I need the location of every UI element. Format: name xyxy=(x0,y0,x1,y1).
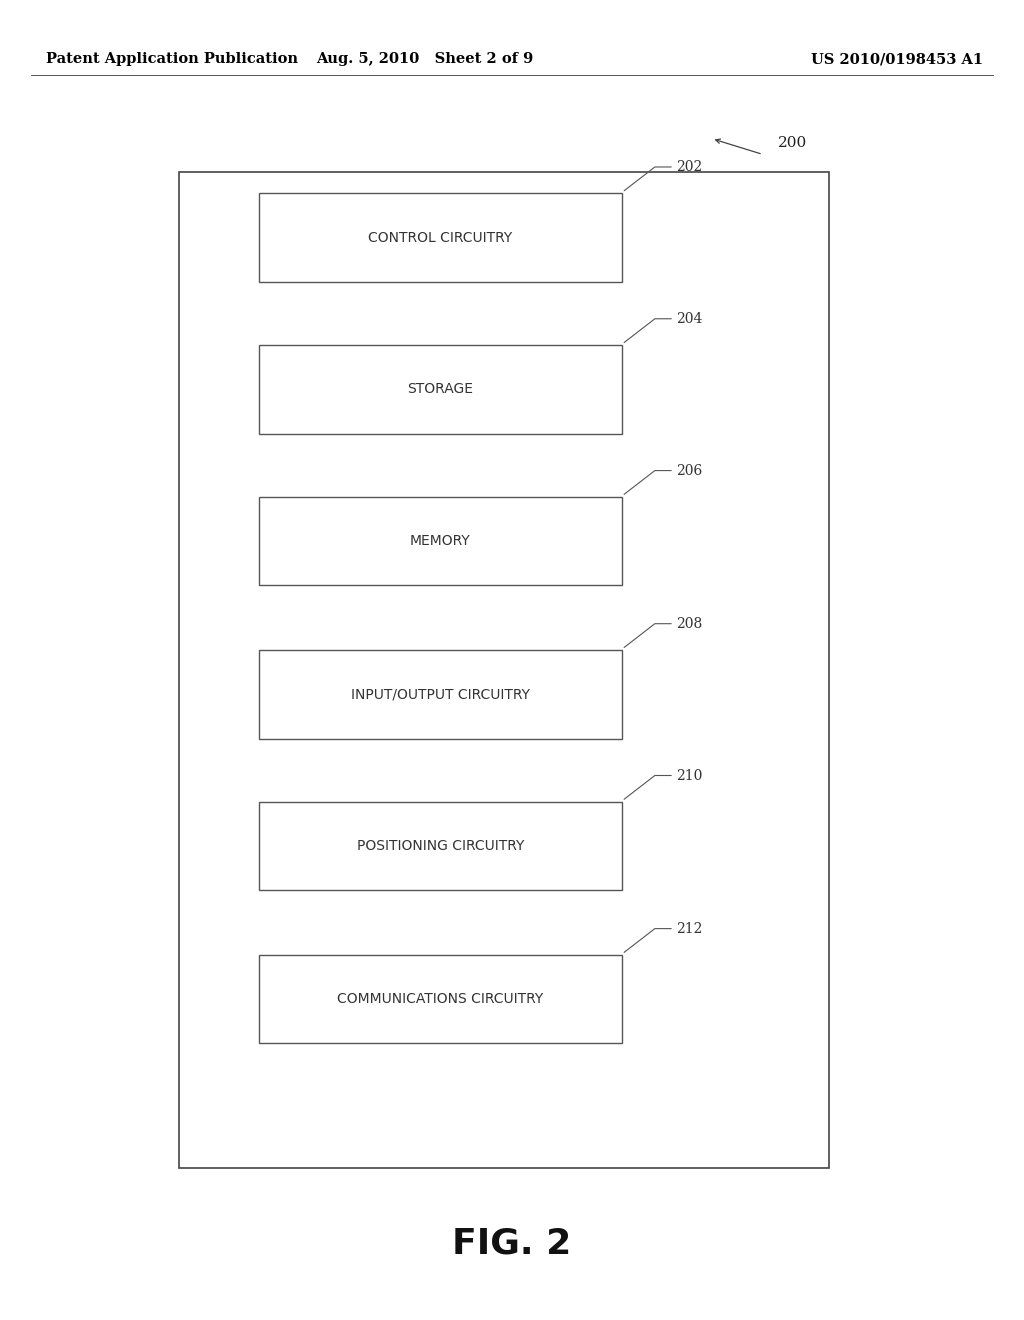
Text: Aug. 5, 2010   Sheet 2 of 9: Aug. 5, 2010 Sheet 2 of 9 xyxy=(316,53,534,66)
Bar xyxy=(258,346,622,433)
Bar xyxy=(258,956,622,1043)
Text: FIG. 2: FIG. 2 xyxy=(453,1226,571,1261)
Bar xyxy=(179,172,829,1168)
Text: INPUT/OUTPUT CIRCUITRY: INPUT/OUTPUT CIRCUITRY xyxy=(351,688,529,701)
Text: US 2010/0198453 A1: US 2010/0198453 A1 xyxy=(811,53,983,66)
Text: CONTROL CIRCUITRY: CONTROL CIRCUITRY xyxy=(369,231,512,244)
Bar xyxy=(258,649,622,739)
Text: POSITIONING CIRCUITRY: POSITIONING CIRCUITRY xyxy=(356,840,524,853)
Text: 204: 204 xyxy=(676,312,702,326)
Text: 212: 212 xyxy=(676,921,702,936)
Text: 208: 208 xyxy=(676,616,702,631)
Text: 200: 200 xyxy=(778,136,808,150)
Text: Patent Application Publication: Patent Application Publication xyxy=(46,53,298,66)
Text: MEMORY: MEMORY xyxy=(410,535,471,548)
Bar xyxy=(258,194,622,281)
Bar xyxy=(258,498,622,586)
Text: COMMUNICATIONS CIRCUITRY: COMMUNICATIONS CIRCUITRY xyxy=(337,993,544,1006)
Text: 210: 210 xyxy=(676,768,702,783)
Bar xyxy=(258,801,622,890)
Text: 206: 206 xyxy=(676,463,702,478)
Text: 202: 202 xyxy=(676,160,702,174)
Text: STORAGE: STORAGE xyxy=(408,383,473,396)
